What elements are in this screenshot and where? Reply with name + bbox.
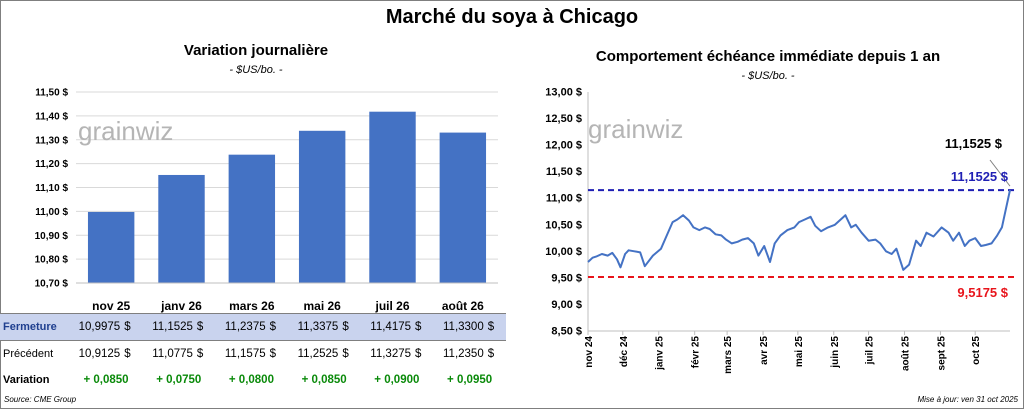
bar (298, 130, 346, 283)
x-tick-label: mai 25 (794, 336, 805, 368)
watermark-logo: grainwiz (588, 114, 683, 144)
y-tick-label: 11,00 $ (35, 207, 68, 218)
x-category-label: janv 26 (160, 299, 202, 313)
table-row-previous: Précédent 10,9125 $11,0775 $11,1575 $11,2525… (0, 341, 506, 368)
table-cell-variation: + 0,0900 (374, 374, 420, 386)
table-cell-value: 10,9125 (78, 348, 121, 360)
x-tick-label: nov 24 (584, 336, 595, 368)
y-tick-label: 11,10 $ (35, 183, 68, 194)
line-chart-title: Comportement échéance immédiate depuis 1… (595, 48, 941, 65)
x-category-label: mai 26 (303, 299, 341, 313)
table-cell-variation: + 0,0850 (301, 374, 347, 386)
table-cell-currency: $ (194, 313, 216, 341)
update-note: Mise à jour: ven 31 oct 2025 (917, 395, 1018, 404)
bar (439, 132, 487, 283)
bar (369, 111, 416, 284)
table-cell-variation: + 0,0850 (83, 374, 129, 386)
y-tick-label: 11,50 $ (546, 166, 582, 178)
price-series-line (587, 189, 1011, 271)
x-tick-label: sept 25 (936, 336, 947, 371)
bar-chart-title: Variation journalière (183, 42, 329, 59)
row-label: Variation (3, 374, 50, 386)
bar (87, 211, 135, 283)
bar-chart-subtitle: - $US/bo. - (229, 64, 283, 76)
x-tick-label: janv 25 (655, 336, 666, 371)
y-tick-label: 11,40 $ (35, 111, 68, 122)
table-cell-variation: + 0,0950 (447, 374, 493, 386)
table-cell-currency: $ (342, 348, 349, 360)
x-tick-label: août 25 (901, 336, 912, 371)
contract-table: Fermeture 10,9975 $11,1525 $11,2375 $11,3375… (0, 313, 506, 393)
y-tick-label: 10,80 $ (35, 255, 69, 266)
table-cell-currency: $ (269, 348, 277, 360)
bar (158, 174, 205, 283)
table-cell-value: 11,3300 (433, 313, 486, 341)
row-label: Fermeture (0, 313, 70, 341)
table-cell-value: 11,3375 (287, 313, 341, 341)
x-tick-label: févr 25 (691, 336, 702, 369)
y-tick-label: 13,00 $ (545, 87, 582, 99)
table-cell-value: 11,4175 (360, 313, 414, 341)
table-cell-currency: $ (487, 348, 495, 360)
last-value-label: 11,1525 $ (945, 136, 1003, 151)
table-cell-currency: $ (196, 348, 204, 360)
high-line-label: 11,1525 $ (951, 169, 1009, 184)
y-tick-label: 8,50 $ (551, 326, 582, 338)
table-cell-value: 11,2350 (443, 348, 484, 360)
low-line-label: 9,5175 $ (957, 285, 1008, 300)
watermark-logo: grainwiz (78, 116, 173, 146)
table-cell-currency: $ (415, 348, 422, 360)
x-tick-label: juil 25 (865, 336, 876, 366)
x-category-label: août 26 (442, 299, 484, 313)
y-tick-label: 11,20 $ (35, 159, 68, 170)
bar (228, 154, 276, 283)
table-cell-variation: + 0,0750 (156, 374, 202, 386)
table-cell-value: 11,0775 (152, 348, 193, 360)
table-cell-variation: + 0,0800 (228, 374, 274, 386)
page-title: Marché du soya à Chicago (385, 6, 639, 28)
table-cell-value: 11,1525 (142, 313, 195, 341)
table-cell-currency: $ (124, 348, 131, 360)
y-tick-label: 10,90 $ (35, 231, 69, 242)
row-label: Précédent (3, 348, 54, 360)
x-tick-label: oct 25 (971, 336, 982, 365)
table-cell-currency: $ (267, 313, 288, 341)
table-cell-currency: $ (485, 313, 506, 341)
x-tick-label: juin 25 (830, 336, 841, 369)
table-cell-currency: $ (340, 313, 361, 341)
table-row-variation: Variation + 0,0850 + 0,0750 + 0,0800 + 0,085… (0, 367, 506, 393)
source-note: Source: CME Group (4, 395, 77, 404)
table-cell-value: 11,1575 (224, 348, 266, 360)
table-cell-value: 11,2525 (297, 348, 339, 360)
table-cell-value: 10,9975 (69, 313, 123, 341)
table-row-closing: Fermeture 10,9975 $11,1525 $11,2375 $11,3375… (0, 313, 506, 341)
x-tick-label: mars 25 (723, 336, 734, 374)
y-tick-label: 10,70 $ (35, 279, 69, 290)
y-tick-label: 12,00 $ (545, 140, 582, 152)
y-tick-label: 9,00 $ (551, 299, 582, 311)
table-cell-value: 11,2375 (215, 313, 268, 341)
y-tick-label: 11,50 $ (35, 88, 68, 99)
y-tick-label: 11,30 $ (35, 135, 68, 146)
x-category-label: mars 26 (229, 299, 275, 313)
y-tick-label: 10,00 $ (545, 246, 582, 258)
line-chart-subtitle: - $US/bo. - (741, 70, 795, 82)
x-tick-label: déc 24 (619, 336, 630, 368)
x-tick-label: avr 25 (759, 336, 770, 365)
table-cell-currency: $ (122, 313, 143, 341)
y-tick-label: 11,00 $ (546, 193, 582, 205)
y-tick-label: 12,50 $ (545, 113, 582, 125)
table-cell-value: 11,3275 (370, 348, 412, 360)
table-cell-currency: $ (413, 313, 434, 341)
callout-leader (989, 159, 1011, 187)
x-category-label: nov 25 (92, 299, 130, 313)
x-category-label: juil 26 (374, 299, 409, 313)
y-tick-label: 10,50 $ (545, 219, 582, 231)
y-tick-label: 9,50 $ (551, 272, 582, 284)
